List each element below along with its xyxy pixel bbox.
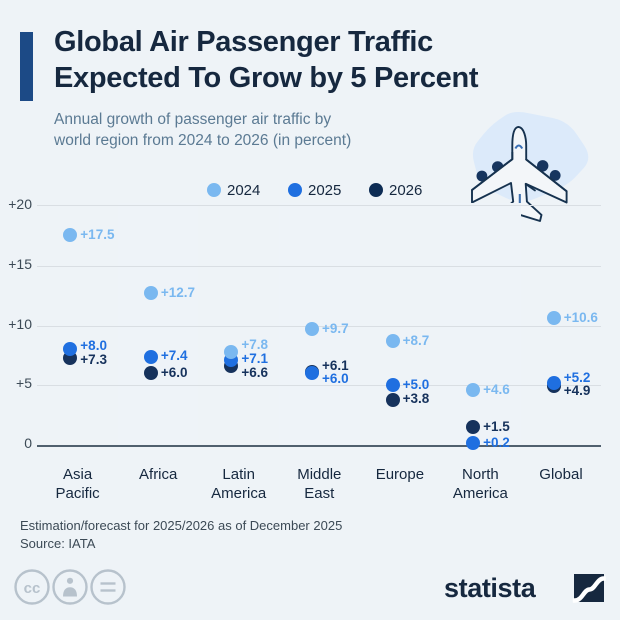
svg-text:cc: cc — [24, 580, 41, 597]
svg-text:statista: statista — [444, 573, 537, 603]
